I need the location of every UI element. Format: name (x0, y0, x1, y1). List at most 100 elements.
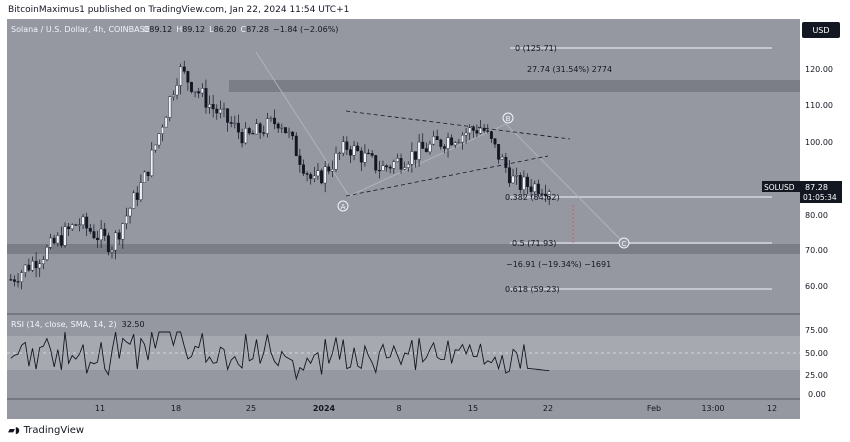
price-axis-panel[interactable] (800, 19, 844, 419)
candle (377, 169, 381, 172)
candle (139, 182, 143, 200)
candle (197, 91, 201, 94)
wave-label-a: A (337, 200, 349, 212)
candle (341, 141, 345, 154)
candle (208, 104, 212, 108)
candle (356, 145, 360, 152)
candle (424, 148, 428, 153)
svg-text:USD: USD (812, 26, 829, 35)
price-axis-label: 110.00 (805, 101, 833, 110)
candle (38, 263, 42, 269)
measure-down-label: −16.91 (−19.34%) −1691 (506, 260, 611, 269)
candle (244, 128, 248, 144)
price-axis-label: 100.00 (805, 138, 833, 147)
candle (338, 152, 342, 155)
currency-button[interactable]: USD (802, 22, 840, 38)
candle (247, 128, 251, 134)
candle (435, 136, 439, 141)
candle (294, 135, 298, 157)
candle (96, 237, 99, 241)
candle (103, 228, 107, 236)
publisher-line: BitcoinMaximus1 published on TradingView… (8, 5, 350, 15)
candle (157, 133, 161, 146)
price-tag: SOLUSD 87.28 01:05:34 (762, 181, 842, 203)
candle (215, 108, 219, 114)
candle (81, 216, 85, 226)
candle (330, 169, 334, 172)
candle (251, 133, 255, 135)
candle (352, 145, 356, 156)
candle (110, 249, 114, 253)
support-zone (7, 244, 800, 254)
time-axis-label: 18 (171, 404, 181, 413)
rsi-line (10, 331, 550, 381)
candle (41, 259, 45, 264)
candle (179, 66, 183, 86)
candle (309, 174, 313, 179)
candle (544, 193, 548, 197)
svg-text:A: A (341, 203, 346, 211)
time-axis-label: 8 (396, 404, 401, 413)
candle (316, 170, 320, 177)
candle (417, 141, 421, 160)
candle (92, 231, 96, 239)
candle (291, 131, 295, 137)
fib-0382-label: 0.382 (84.62) (505, 193, 560, 202)
rsi-axis-label: 75.00 (805, 326, 828, 335)
candle (85, 216, 89, 229)
candle (468, 127, 472, 134)
fib-0618-label: 0.618 (59.23) (505, 285, 560, 294)
candle (168, 96, 172, 118)
triangle-upper-line (345, 110, 571, 140)
candle (265, 118, 269, 134)
rsi-axis-label: 25.00 (805, 371, 828, 380)
candle (45, 247, 49, 260)
svg-text:87.28: 87.28 (805, 183, 828, 192)
candle (56, 235, 60, 244)
candle (193, 91, 197, 93)
candle (23, 264, 27, 273)
candle (457, 141, 461, 144)
candle (500, 156, 504, 160)
candle (273, 117, 277, 125)
candle (262, 132, 266, 134)
rsi-legend: RSI (14, close, SMA, 14, 2) 32.50 (11, 320, 145, 329)
candle (240, 132, 244, 144)
candle (70, 224, 74, 230)
candle (381, 165, 385, 171)
candle (479, 127, 483, 134)
tradingview-logo-icon: ▰◗ (8, 425, 20, 436)
candle (280, 127, 284, 129)
candle (320, 170, 324, 184)
candle (464, 132, 468, 136)
price-axis-label: 60.00 (805, 282, 828, 291)
candle (526, 176, 529, 187)
candle (276, 123, 280, 129)
candle (406, 164, 410, 168)
candle (421, 141, 425, 149)
candle (497, 144, 501, 160)
candle (428, 143, 432, 153)
candle (211, 104, 215, 110)
candle (547, 191, 551, 197)
triangle-lower-line (345, 155, 549, 197)
candle (283, 127, 287, 134)
wave-label-b: B (502, 112, 514, 124)
candle (370, 153, 374, 156)
candle (334, 153, 338, 170)
svg-text:C: C (622, 240, 627, 248)
candle (88, 227, 92, 232)
candle (135, 192, 139, 200)
candle (461, 134, 464, 143)
candle (442, 146, 446, 149)
candle (52, 237, 56, 244)
time-axis-label: 15 (468, 404, 478, 413)
candle (153, 144, 157, 151)
fib-0-label: 0 (125.71) (515, 44, 557, 53)
candle (150, 149, 154, 177)
candles (9, 60, 551, 290)
candle (236, 122, 240, 133)
candle (367, 152, 370, 155)
candle (67, 226, 71, 230)
